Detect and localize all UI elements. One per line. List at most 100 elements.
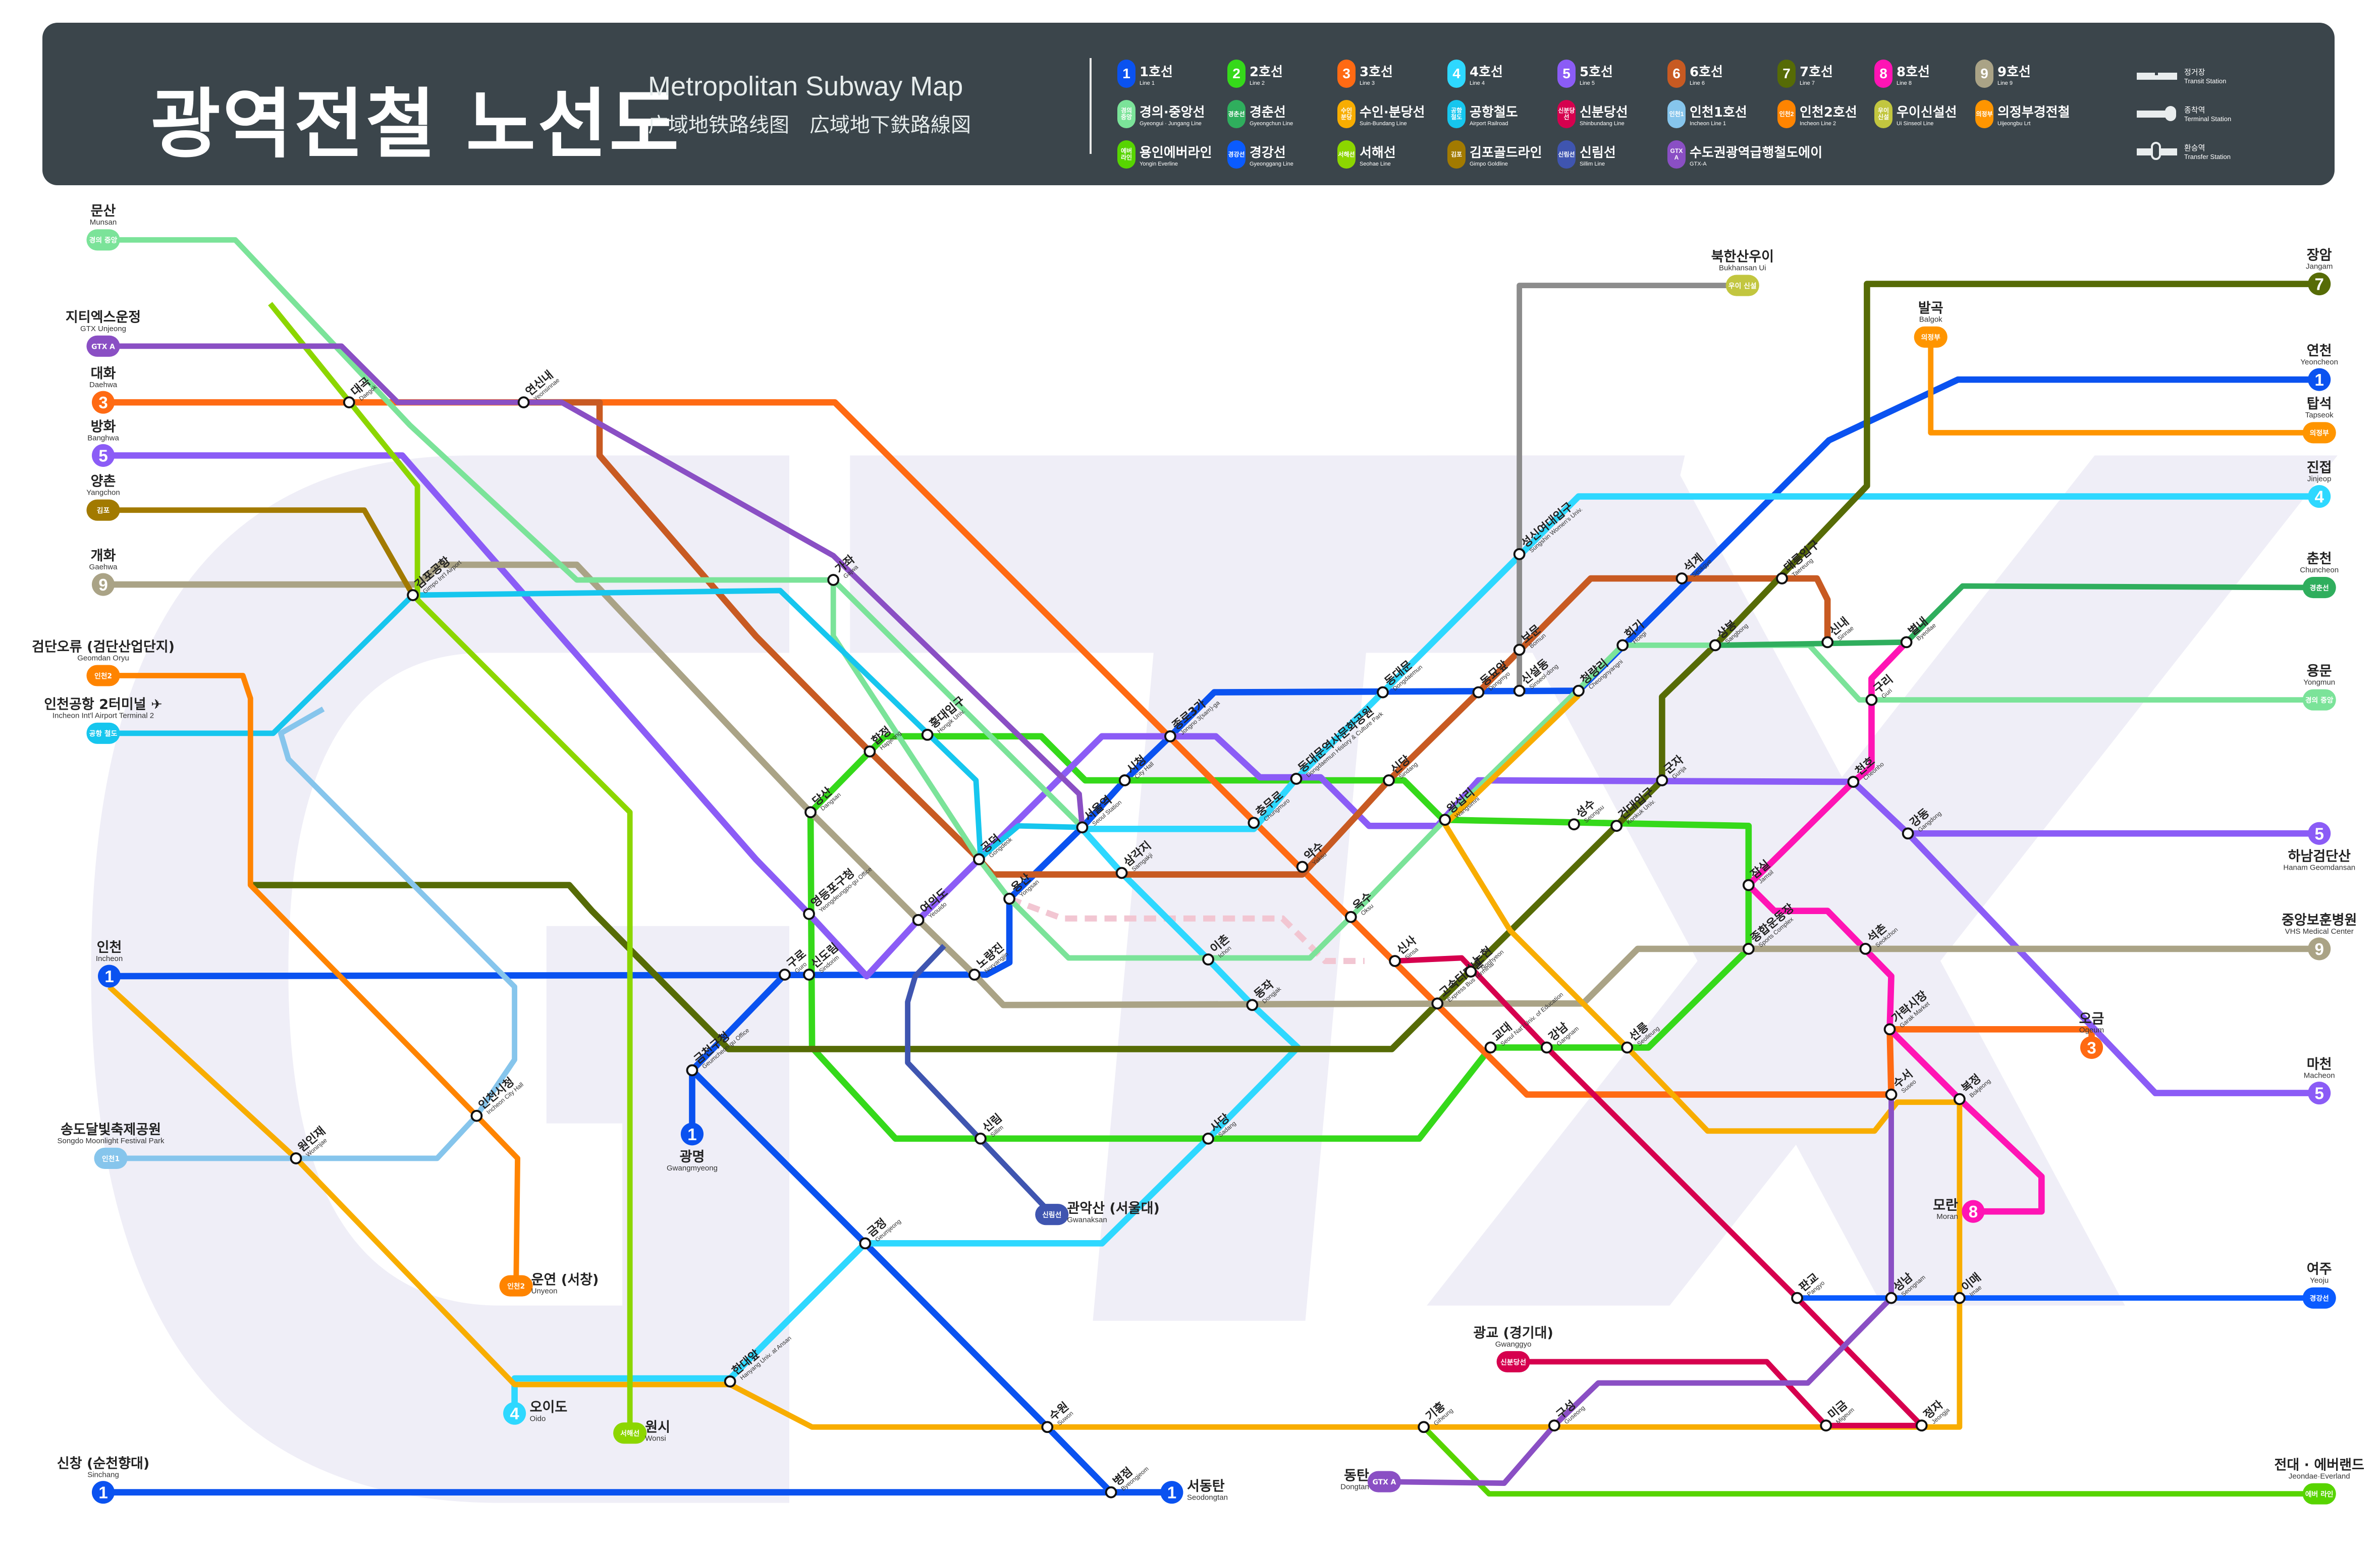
transfer-station-marker[interactable] [1859, 943, 1872, 955]
terminal-station[interactable]: 1 신창 (순천향대)Sinchang [57, 1456, 149, 1504]
transfer-station-marker[interactable] [1656, 774, 1668, 786]
transfer-station-marker[interactable] [686, 1064, 698, 1077]
transfer-station-marker[interactable] [724, 1375, 736, 1388]
transfer-station-marker[interactable] [1709, 639, 1721, 652]
transfer-station-marker[interactable] [1776, 572, 1788, 584]
transfer-station-marker[interactable] [1540, 1041, 1553, 1054]
transfer-station-marker[interactable] [827, 574, 840, 586]
transfer-station-marker[interactable] [803, 969, 815, 981]
transfer-station-marker[interactable] [1675, 572, 1688, 584]
transfer-station-marker[interactable] [1883, 1023, 1896, 1036]
transfer-station-marker[interactable] [859, 1237, 872, 1250]
transfer-station-marker[interactable] [1431, 997, 1444, 1010]
transfer-station-marker[interactable] [1290, 773, 1303, 785]
transfer-station-marker[interactable] [1885, 1292, 1898, 1304]
transfer-station-marker[interactable] [975, 1132, 987, 1145]
transfer-station-marker[interactable] [912, 914, 925, 926]
transfer-station-marker[interactable] [1953, 1292, 1966, 1304]
transfer-station-marker[interactable] [1383, 774, 1395, 786]
transfer-station-marker[interactable] [968, 969, 981, 981]
transfer-station-marker[interactable] [1296, 861, 1309, 873]
transfer-station-marker[interactable] [290, 1152, 302, 1164]
terminal-station[interactable]: 신림선 관악산 (서울대)Gwanaksan [1035, 1201, 1160, 1225]
terminal-station[interactable]: 인천2 검단오류 (검단산업단지)Geomdan Oryu [32, 639, 175, 686]
transfer-station-marker[interactable] [1902, 827, 1914, 840]
transfer-station-marker[interactable] [1041, 1421, 1054, 1433]
transfer-station-marker[interactable] [1621, 1041, 1634, 1054]
transfer-station-marker[interactable] [1248, 817, 1260, 829]
transfer-station-marker[interactable] [1105, 1486, 1117, 1499]
transfer-station-marker[interactable] [1865, 694, 1878, 706]
transfer-station-marker[interactable] [1164, 730, 1176, 742]
transfer-station-marker[interactable] [1791, 1292, 1803, 1304]
transfer-station-marker[interactable] [973, 853, 985, 866]
transfer-station-marker[interactable] [1953, 1093, 1966, 1105]
transfer-station-marker[interactable] [1900, 636, 1913, 649]
transfer-station-marker[interactable] [1616, 639, 1629, 652]
transfer-station-marker[interactable] [1513, 684, 1526, 697]
transfer-station-marker[interactable] [1513, 644, 1526, 656]
transfer-station-marker[interactable] [1202, 953, 1214, 966]
transfer-station-marker[interactable] [470, 1109, 483, 1122]
transfer-station-marker[interactable] [1115, 867, 1128, 879]
transfer-station-marker[interactable] [804, 806, 817, 819]
transfer-station-marker[interactable] [1246, 999, 1259, 1011]
terminal-station[interactable]: 신분당선 광교 (경기대)Gwanggyo [1473, 1325, 1553, 1373]
transfer-station-marker[interactable] [1742, 943, 1755, 955]
transfer-station-marker[interactable] [1847, 776, 1860, 788]
transfer-station-marker[interactable] [1076, 821, 1089, 834]
transfer-station-marker[interactable] [1472, 686, 1485, 699]
transfer-station-marker[interactable] [1548, 1419, 1560, 1432]
transfer-station-marker[interactable] [343, 396, 355, 409]
transfer-station-marker[interactable] [803, 908, 815, 920]
transfer-station-marker[interactable] [1820, 1419, 1832, 1432]
terminal-station[interactable]: 공항 철도 인천공항 2터미널 ✈Incheon Int'l Airport Te… [44, 697, 163, 744]
transfer-station-marker[interactable] [1003, 892, 1015, 905]
transfer-station-marker[interactable] [1573, 684, 1585, 697]
transfer-station-marker[interactable] [1118, 774, 1131, 786]
transfer-station-marker[interactable] [1915, 1419, 1928, 1432]
transfer-station-marker[interactable] [1568, 818, 1580, 831]
transfer-station-marker[interactable] [1610, 820, 1623, 832]
transfer-station-marker[interactable] [1821, 636, 1834, 649]
transfer-station-marker[interactable] [1885, 1088, 1898, 1101]
transfer-station-marker[interactable] [1377, 686, 1389, 699]
transfer-station-marker[interactable] [1439, 814, 1451, 826]
transfer-station-marker[interactable] [1344, 911, 1357, 923]
transfer-station-marker[interactable] [863, 745, 876, 758]
transfer-station-marker[interactable] [1389, 955, 1401, 967]
transfer-station-marker[interactable] [1418, 1421, 1430, 1433]
terminal-station[interactable]: 인천2 운연 (서창)Unyeon [499, 1272, 599, 1297]
transfer-station-marker[interactable] [1742, 879, 1755, 891]
